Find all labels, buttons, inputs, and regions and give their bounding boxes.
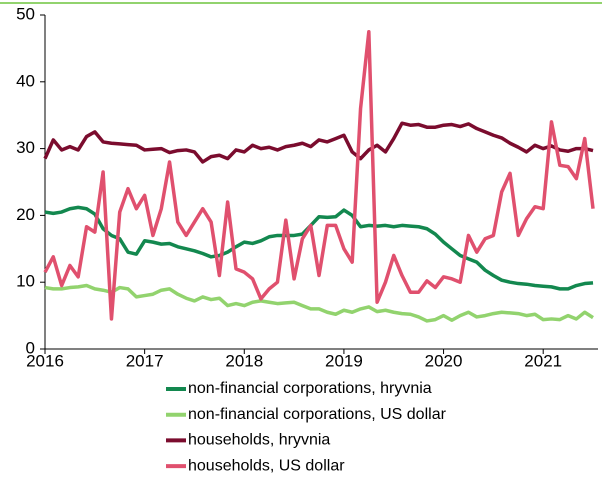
x-tick-label: 2021 xyxy=(524,351,562,370)
y-tick-label: 0 xyxy=(26,338,35,357)
legend-label: households, hryvnia xyxy=(188,432,330,449)
x-tick-label: 2017 xyxy=(126,351,164,370)
series-line xyxy=(44,283,594,323)
series-line xyxy=(43,29,595,321)
x-tick-label: 2020 xyxy=(425,351,463,370)
x-tick-label: 2016 xyxy=(26,351,64,370)
plot-area: 0 10 20 30 40 50 2016 2017 2018 2019 2020 2021 xyxy=(16,4,598,370)
series-line xyxy=(43,121,594,164)
legend: non-financial corporations, hryvnia non-f… xyxy=(166,380,447,474)
legend-label: households, US dollar xyxy=(188,457,345,474)
legend-label: non-financial corporations, hryvnia xyxy=(188,380,432,397)
y-tick-label: 30 xyxy=(16,138,35,157)
y-tick-label: 40 xyxy=(16,71,35,90)
series-line xyxy=(44,205,594,291)
y-tick-label: 50 xyxy=(16,4,35,23)
x-tick-label: 2018 xyxy=(225,351,263,370)
x-tick-label: 2019 xyxy=(325,351,363,370)
y-tick-label: 10 xyxy=(16,272,35,291)
legend-label: non-financial corporations, US dollar xyxy=(188,406,447,423)
y-tick-label: 20 xyxy=(16,205,35,224)
